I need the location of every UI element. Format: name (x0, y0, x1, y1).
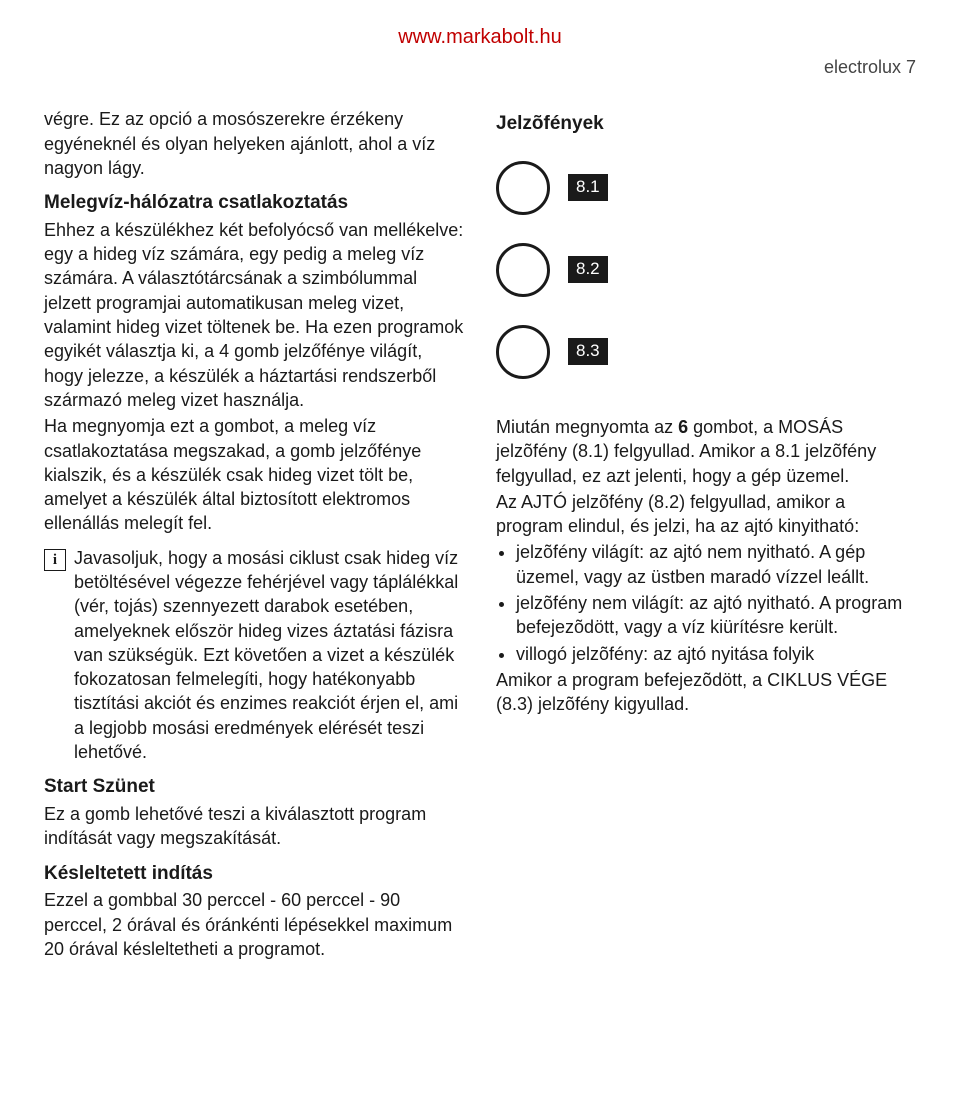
heading-start-pause: Start Szünet (44, 774, 464, 800)
page-number: electrolux 7 (44, 55, 916, 79)
hotwater-p2: Ha megnyomja ezt a gombot, a meleg víz c… (44, 414, 464, 535)
light-label: 8.3 (568, 338, 608, 365)
after-1a: Miután megnyomta az (496, 417, 678, 437)
bullet-item: jelzõfény nem világít: az ajtó nyitható.… (516, 591, 916, 640)
light-row-1: 8.1 (496, 161, 916, 215)
content-columns: végre. Ez az opció a mosószerekre érzéke… (44, 107, 916, 963)
light-row-2: 8.2 (496, 243, 916, 297)
light-circle-icon (496, 243, 550, 297)
bullet-item: villogó jelzõfény: az ajtó nyitása folyi… (516, 642, 916, 666)
door-intro: Az AJTÓ jelzõfény (8.2) felgyullad, amik… (496, 490, 916, 539)
left-column: végre. Ez az opció a mosószerekre érzéke… (44, 107, 464, 963)
light-circle-icon (496, 161, 550, 215)
door-bullets: jelzõfény világít: az ajtó nem nyitható.… (496, 540, 916, 665)
after-press-text: Miután megnyomta az 6 gombot, a MOSÁS je… (496, 415, 916, 488)
heading-hotwater: Melegvíz-hálózatra csatlakoztatás (44, 190, 464, 216)
bold-6: 6 (678, 417, 688, 437)
info-icon: i (44, 549, 66, 571)
info-note-text: Javasoljuk, hogy a mosási ciklust csak h… (74, 546, 464, 765)
light-circle-icon (496, 325, 550, 379)
delayed-start-text: Ezzel a gombbal 30 perccel - 60 perccel … (44, 888, 464, 961)
header-url: www.markabolt.hu (44, 24, 916, 51)
info-note-row: i Javasoljuk, hogy a mosási ciklust csak… (44, 546, 464, 765)
cycle-end-text: Amikor a program befejezõdött, a CIKLUS … (496, 668, 916, 717)
intro-paragraph: végre. Ez az opció a mosószerekre érzéke… (44, 107, 464, 180)
light-label: 8.2 (568, 256, 608, 283)
heading-indicator-lights: Jelzõfények (496, 111, 916, 137)
light-label: 8.1 (568, 174, 608, 201)
bullet-item: jelzõfény világít: az ajtó nem nyitható.… (516, 540, 916, 589)
indicator-diagram: 8.1 8.2 8.3 (496, 139, 916, 415)
light-row-3: 8.3 (496, 325, 916, 379)
hotwater-p1: Ehhez a készülékhez két befolyócső van m… (44, 218, 464, 412)
start-pause-text: Ez a gomb lehetővé teszi a kiválasztott … (44, 802, 464, 851)
right-column: Jelzõfények 8.1 8.2 8.3 Miután megnyomta… (496, 107, 916, 963)
heading-delayed-start: Késleltetett indítás (44, 861, 464, 887)
